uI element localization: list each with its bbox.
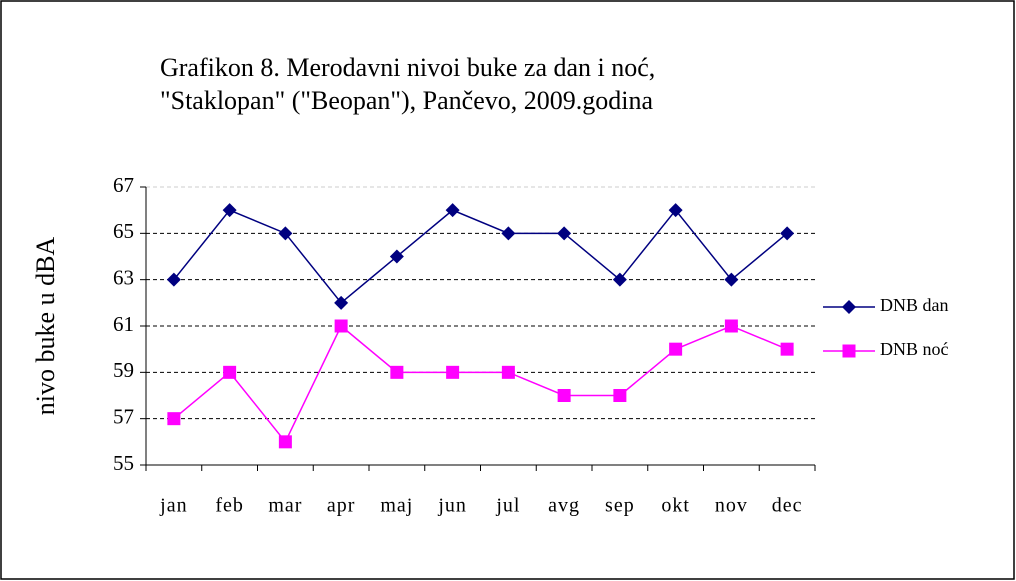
y-axis-label: nivo buke u dBA [31,237,60,416]
legend-marker [842,300,856,314]
y-tick-label: 63 [113,265,134,289]
legend-label: DNB noć [880,339,949,359]
y-tick-label: 57 [113,404,134,428]
point [278,226,293,241]
x-tick-label: jul [495,495,520,517]
x-tick-label: avg [548,495,580,517]
point [389,249,404,264]
y-tick-label: 67 [113,173,134,197]
legend-marker [842,344,856,358]
series-line [173,208,788,304]
point [501,226,516,241]
y-tick-label: 55 [113,451,134,475]
x-tick-label: maj [380,495,413,517]
point [445,203,460,218]
point [222,203,237,218]
point [724,272,739,287]
y-tick-label: 59 [113,358,134,382]
x-tick-label: mar [268,495,302,517]
x-tick-label: jan [159,495,187,517]
x-tick-label: okt [661,495,690,517]
point [334,319,348,333]
chart-title: Grafikon 8. Merodavni nivoi buke za dan … [160,53,655,82]
y-tick-label: 65 [113,219,134,243]
y-tick-label: 61 [113,312,134,336]
point [446,365,460,379]
legend-label: DNB dan [880,295,949,315]
point [223,365,237,379]
point [501,365,515,379]
point [780,226,795,241]
point [557,389,571,402]
point [780,342,794,356]
point [557,226,572,241]
point [334,295,349,310]
x-tick-label: sep [605,495,635,517]
x-tick-label: apr [327,495,356,517]
point [390,365,404,379]
point [167,412,181,426]
point [278,435,292,449]
point [612,272,627,287]
x-tick-label: feb [215,495,244,517]
point [669,342,683,356]
point [668,203,683,218]
x-tick-label: nov [715,495,748,517]
x-tick-label: dec [772,495,803,517]
point [166,272,181,287]
x-tick-label: jun [437,495,467,517]
series-line [173,324,788,444]
point [724,319,738,333]
chart-subtitle: "Staklopan" ("Beopan"), Pančevo, 2009.go… [160,86,653,115]
point [613,389,627,402]
